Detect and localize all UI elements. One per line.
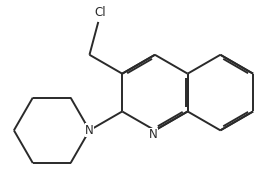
Text: N: N bbox=[85, 124, 94, 137]
Text: N: N bbox=[149, 128, 158, 141]
Text: Cl: Cl bbox=[94, 6, 106, 19]
